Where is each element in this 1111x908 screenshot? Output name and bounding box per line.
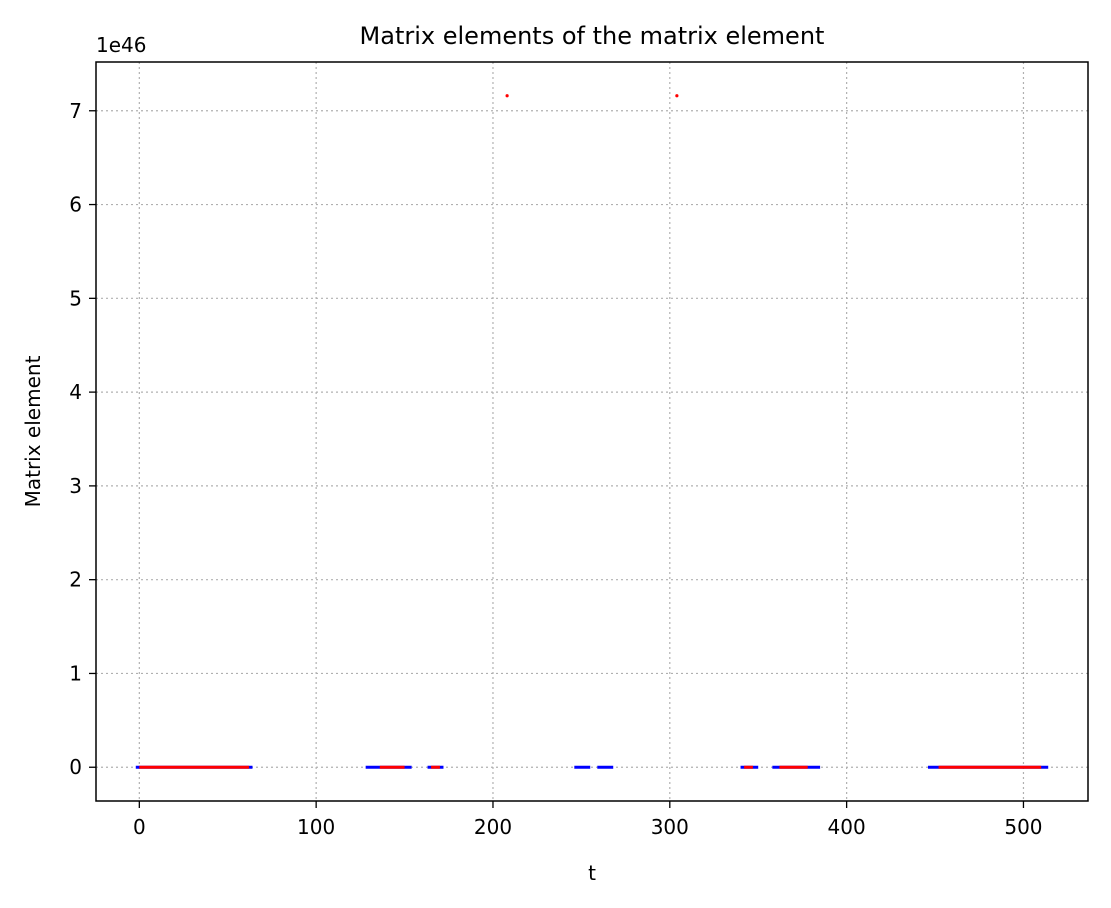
data-point (505, 94, 509, 98)
x-tick-label: 100 (297, 815, 335, 839)
series-2 (139, 94, 1042, 769)
x-tick-label: 500 (1004, 815, 1042, 839)
x-tick-label: 200 (474, 815, 512, 839)
y-tick-label: 7 (69, 99, 82, 123)
grid (96, 62, 1088, 801)
y-tick-label: 4 (69, 380, 82, 404)
x-tick-label: 300 (651, 815, 689, 839)
y-tick-label: 3 (69, 474, 82, 498)
y-tick-label: 6 (69, 193, 82, 217)
x-tick-label: 400 (828, 815, 866, 839)
data-point (675, 94, 679, 98)
ticks: 0 100 200 300 400 500 0 1 2 3 4 5 6 7 (69, 99, 1042, 839)
x-tick-label: 0 (133, 815, 146, 839)
x-axis-label: t (588, 861, 596, 885)
plot-frame (95, 61, 1089, 802)
y-tick-label: 5 (69, 286, 82, 310)
y-axis-label: Matrix element (21, 355, 45, 507)
y-tick-label: 1 (69, 661, 82, 685)
y-tick-label: 2 (69, 568, 82, 592)
data-marks (135, 94, 1049, 769)
chart-title: Matrix elements of the matrix element (360, 22, 825, 50)
y-offset-label: 1e46 (96, 33, 146, 57)
y-tick-label: 0 (69, 755, 82, 779)
